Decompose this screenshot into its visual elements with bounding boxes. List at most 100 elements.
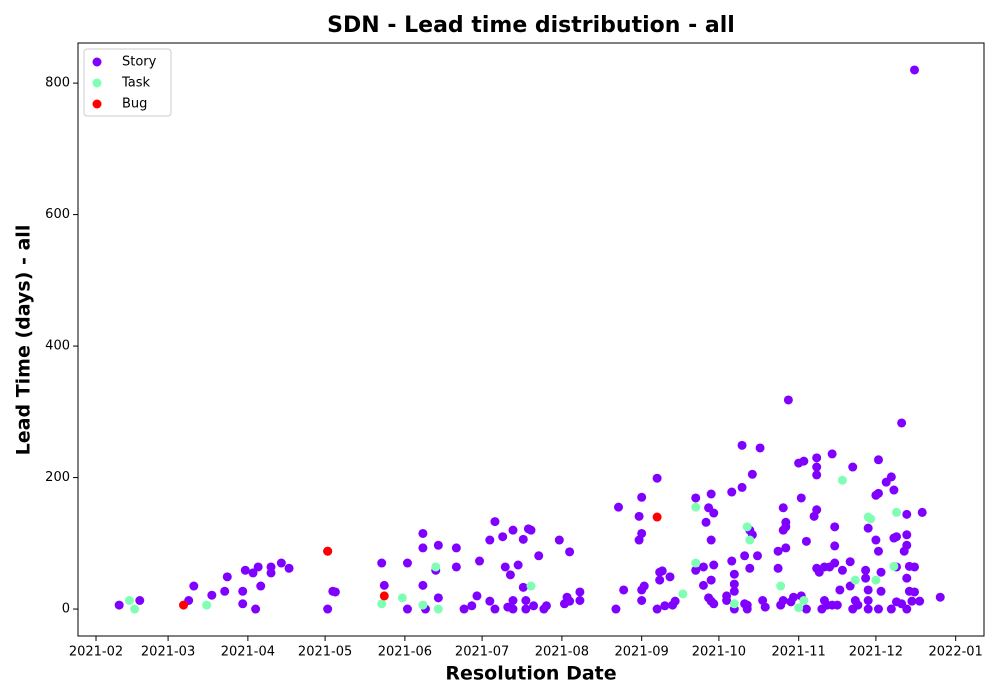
x-tick-label: 2021-05 [298,645,352,660]
point [871,575,881,585]
y-tick-label: 0 [62,602,70,617]
point [832,600,842,610]
point [526,525,536,535]
legend-label: Task [121,76,151,91]
x-tick-label: 2021-12 [849,645,903,660]
point [508,525,518,535]
x-tick-label: 2021-06 [378,645,432,660]
point [737,482,747,492]
point [135,595,145,605]
point [742,522,752,532]
point [737,440,747,450]
point [863,523,873,533]
point [902,573,912,583]
point [657,566,667,576]
point [727,556,737,566]
point [114,600,124,610]
point [652,604,662,614]
point [753,551,762,561]
point [634,511,644,521]
point [727,487,737,497]
point [575,587,585,597]
point [253,562,263,572]
point [873,455,883,465]
x-tick-label: 2021-09 [615,645,669,660]
point [917,507,927,517]
chart-title: SDN - Lead time distribution - all [327,13,735,38]
point [418,543,428,553]
legend-box [83,48,172,117]
point [402,558,412,568]
point [889,485,899,495]
point [451,562,461,572]
point [379,580,389,590]
point [508,595,518,605]
point [529,601,539,611]
point [902,530,912,540]
point [902,604,912,614]
point [238,599,248,609]
point [637,595,647,605]
point [729,569,739,579]
point [276,558,286,568]
point [886,472,896,482]
point [830,541,840,551]
point [508,604,518,614]
point [691,565,701,575]
point [722,591,732,601]
point [207,590,217,600]
point [678,589,688,599]
point [871,535,881,545]
point [323,546,333,556]
point [565,547,575,557]
point [238,586,248,596]
point [745,535,755,545]
point [830,522,840,532]
point [485,535,495,545]
point [611,604,621,614]
point [202,600,212,610]
point [248,568,258,578]
x-tick-label: 2021-07 [455,645,509,660]
point [418,580,428,590]
point [742,600,752,610]
point [665,572,675,582]
point [830,558,840,568]
point [876,586,886,596]
point [845,581,855,591]
point [614,502,624,512]
point [323,604,333,614]
x-tick-label: 2021-02 [69,645,123,660]
point [837,475,847,485]
point [897,418,907,428]
point [240,565,250,575]
y-tick-label: 600 [45,207,70,222]
point [467,601,477,611]
point [910,562,920,572]
x-axis-label: Resolution Date [445,663,616,685]
point [431,562,441,572]
point [850,575,860,585]
point [776,581,786,591]
point [801,604,811,614]
point [475,556,485,566]
point [485,596,495,606]
point [691,558,701,568]
point [706,575,716,585]
point [801,536,811,546]
point [698,562,708,572]
point [472,591,482,601]
point [873,604,883,614]
point [848,462,858,472]
point [760,602,770,612]
point [706,489,716,499]
y-axis-label: Lead Time (days) - all [13,225,35,456]
point [837,565,847,575]
point [796,493,806,503]
point [660,601,670,611]
point [778,503,788,513]
point [907,596,917,606]
point [451,543,461,553]
point [189,581,199,591]
point [518,582,528,592]
